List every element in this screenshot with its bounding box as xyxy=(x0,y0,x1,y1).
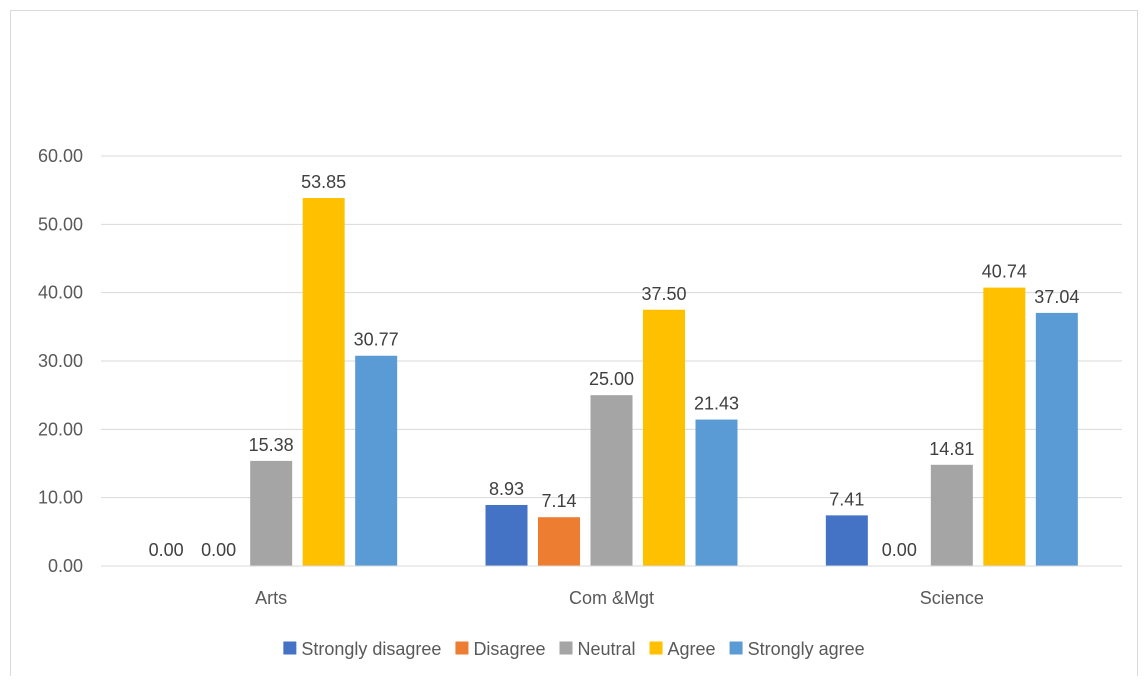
x-category-label: Science xyxy=(920,588,984,608)
data-label: 0.00 xyxy=(201,540,236,560)
bar xyxy=(930,464,973,566)
data-label: 0.00 xyxy=(882,540,917,560)
data-label: 7.41 xyxy=(829,489,864,509)
bar xyxy=(983,287,1026,566)
legend-swatch xyxy=(559,641,573,655)
data-label: 7.14 xyxy=(541,491,576,511)
bar xyxy=(1035,312,1078,566)
data-label: 53.85 xyxy=(301,172,346,192)
y-tick-label: 30.00 xyxy=(38,351,83,371)
bar xyxy=(355,355,398,566)
data-label: 37.04 xyxy=(1034,287,1079,307)
y-tick-label: 20.00 xyxy=(38,419,83,439)
x-axis: Arts Com &Mgt Science xyxy=(101,565,1122,608)
legend-swatch xyxy=(649,641,663,655)
bar xyxy=(695,419,738,566)
data-label: 30.77 xyxy=(354,330,399,350)
data-label: 40.74 xyxy=(982,262,1027,282)
legend-label: Disagree xyxy=(473,639,545,659)
y-tick-label: 0.00 xyxy=(48,556,83,576)
legend-swatch xyxy=(283,641,297,655)
legend-swatch xyxy=(729,641,743,655)
bars: 0.00 0.00 15.38 53.85 30.77 8.93 7.14 25.00 37.5… xyxy=(149,172,1079,566)
data-label: 21.43 xyxy=(694,394,739,414)
legend: Strongly disagree Disagree Neutral Agree Str… xyxy=(283,639,865,659)
legend-swatch xyxy=(455,641,469,655)
bar xyxy=(485,504,528,566)
bar xyxy=(825,515,868,566)
data-label: 8.93 xyxy=(489,479,524,499)
y-axis: 0.00 10.00 20.00 30.00 40.00 50.00 60.00 xyxy=(38,146,83,576)
bar xyxy=(590,395,633,566)
bar xyxy=(643,309,685,566)
data-label: 37.50 xyxy=(641,284,686,304)
data-label: 14.81 xyxy=(929,439,974,459)
y-tick-label: 60.00 xyxy=(38,146,83,166)
bar xyxy=(302,198,345,566)
chart-border xyxy=(10,10,1138,681)
y-tick-label: 10.00 xyxy=(38,488,83,508)
legend-label: Neutral xyxy=(577,639,635,659)
legend-label: Strongly agree xyxy=(748,639,865,659)
data-label: 15.38 xyxy=(249,435,294,455)
legend-label: Agree xyxy=(668,639,716,659)
x-category-label: Arts xyxy=(255,588,287,608)
bar xyxy=(538,517,580,566)
data-label: 25.00 xyxy=(589,369,634,389)
y-tick-label: 50.00 xyxy=(38,214,83,234)
data-label: 0.00 xyxy=(149,540,184,560)
y-tick-label: 40.00 xyxy=(38,283,83,303)
bar xyxy=(250,460,293,566)
legend-label: Strongly disagree xyxy=(301,639,441,659)
x-category-label: Com &Mgt xyxy=(569,588,654,608)
